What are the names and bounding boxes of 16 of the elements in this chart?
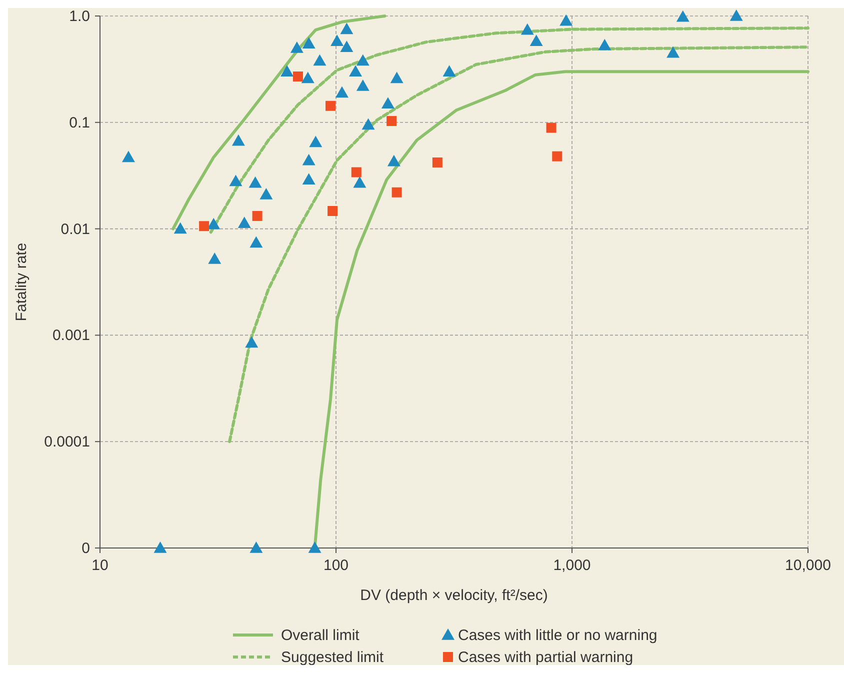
legend-label: Overall limit [281,627,360,644]
x-tick-label: 100 [323,557,349,574]
legend-label: Cases with partial warning [458,649,634,666]
x-tick-label: 10,000 [785,557,831,574]
y-axis-title: Fatality rate [13,242,30,322]
legend-label: Cases with little or no warning [458,627,658,644]
y-tick-label: 0.1 [69,114,90,132]
y-tick-label: 0.001 [52,327,90,344]
y-tick-label: 0 [82,540,90,557]
y-tick-label: 0.0001 [44,434,90,451]
x-axis-title: DV (depth × velocity, ft²/sec) [360,587,548,604]
y-tick-label: 1.0 [69,8,90,25]
x-tick-label: 1,000 [553,557,591,574]
y-tick-label: 0.01 [60,220,90,238]
x-tick-label: 10 [92,557,108,574]
legend-label: Suggested limit [281,649,384,666]
